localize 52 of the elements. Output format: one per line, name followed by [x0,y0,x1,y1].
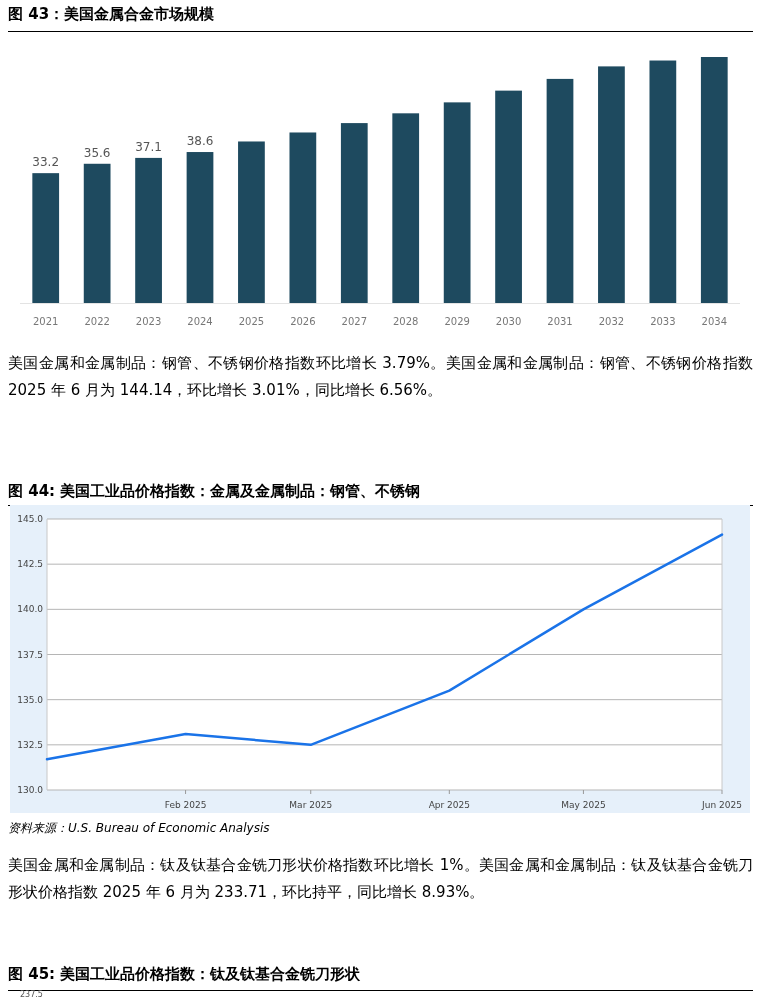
bar [700,57,728,303]
chart-title: 图 43：美国金属合金市场规模 [8,5,215,24]
bar [392,113,420,303]
x-tick-label: 2021 [32,316,59,327]
chart-title: 图 44: 美国工业品价格指数：金属及金属制品：钢管、不锈钢 [8,482,421,501]
text: 资料来源：U.S. Bureau of Economic Analysis [8,820,270,837]
x-tick-label: 2032 [598,316,625,327]
x-tick-label: 2029 [444,316,470,327]
x-tick-label: Apr 2025 [428,800,470,810]
bar [135,157,162,303]
x-tick-label: 2025 [238,316,265,327]
x-tick-label: 2031 [547,316,573,327]
text: 美国金属和金属制品：钢管、不锈钢价格指数环比增长 3.79%。美国金属和金属制品：钢管、不锈钢价格指数 2025 年 6 月为 144.14，环比增长 3.01%，同比增长 6.56%。 [8,353,753,401]
bar [340,123,368,303]
x-tick-label: 2023 [135,316,162,327]
x-tick-label: 2024 [187,316,213,327]
text: 美国金属和金属制品：钛及钛基合金铣刀形状价格指数环比增长 1%。美国金属和金属制品：钛及钛基合金铣刀形状价格指数 2025 年 6 月为 233.71，环比持平，同比增长 8.93%。 [8,855,753,903]
y-tick-label: 132.5 [17,739,43,750]
x-tick-label: Feb 2025 [164,800,207,810]
bar [186,152,214,303]
y-tick-label: 135.0 [17,694,44,705]
x-tick-label: 2033 [650,316,676,327]
text: 237.5 [20,990,43,999]
bar [83,163,111,303]
x-tick-label: 2026 [290,316,316,327]
data-label: 33.2 [32,155,60,170]
bar [649,60,677,303]
y-tick-label: 142.5 [17,559,43,570]
line-series [45,533,724,761]
bar [289,132,317,303]
bar [238,141,265,303]
data-label: 38.6 [186,134,214,149]
text: 图 45: 美国工业品价格指数：钛及钛基合金铣刀形状 [8,965,361,984]
x-tick-label: 2030 [495,316,522,327]
y-tick-label: 130.0 [17,785,44,795]
x-tick-label: 2028 [392,316,419,327]
x-tick-label: Mar 2025 [289,800,333,810]
data-label: 35.6 [83,145,111,160]
y-tick-label: 140.0 [17,604,44,615]
x-tick-label: 2022 [84,316,110,327]
bar [443,102,471,303]
x-tick-label: 2027 [341,316,368,327]
x-tick-label: Jun 2025 [701,800,742,810]
bar [546,78,574,303]
x-tick-label: 2034 [701,316,728,327]
data-label: 37.1 [135,139,162,154]
y-tick-label: 145.0 [17,514,44,524]
bar [495,90,522,303]
bar [598,66,625,303]
x-tick-label: May 2025 [561,800,606,810]
y-tick-label: 137.5 [17,649,43,660]
bar [32,173,60,303]
